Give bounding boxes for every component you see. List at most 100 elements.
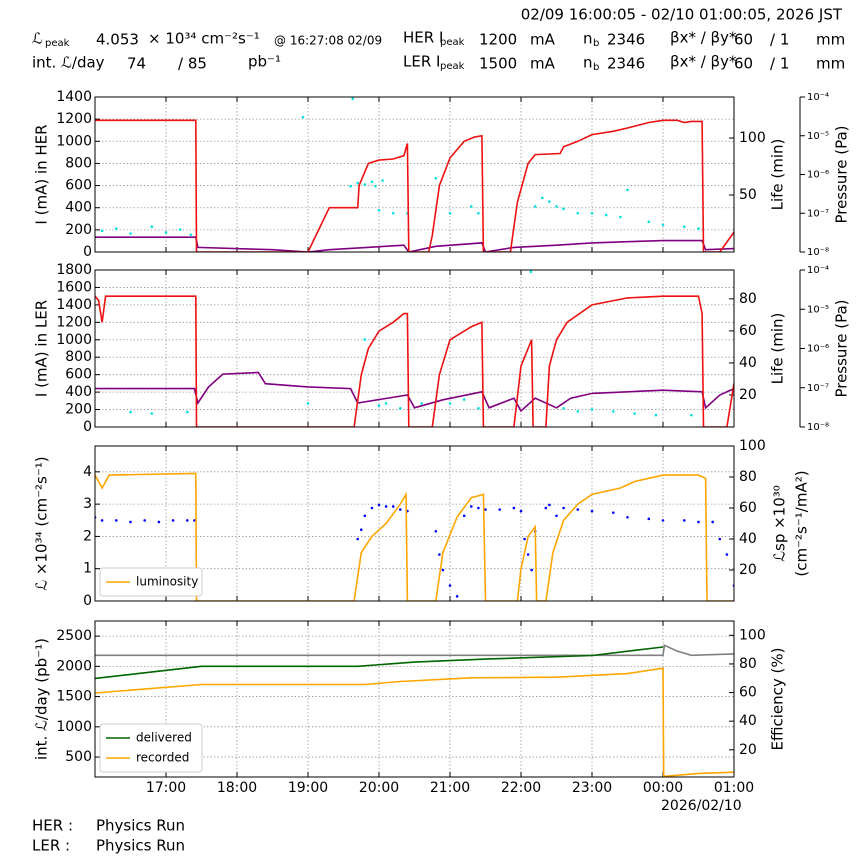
point	[370, 180, 374, 184]
point	[399, 406, 402, 410]
her-unit: mA	[530, 31, 556, 49]
y-tick-label: 1400	[56, 297, 92, 313]
her-beta-label: βx* / βy*	[670, 29, 737, 47]
point	[725, 553, 729, 556]
y2-tick-label: 20	[739, 387, 757, 403]
point	[555, 514, 558, 518]
point	[533, 205, 537, 208]
y2-axis-label: Life (min)	[769, 313, 787, 385]
y-axis-label: I (mA) in LER	[33, 300, 51, 397]
point	[604, 213, 608, 217]
point	[612, 511, 615, 514]
ler-beta-x: 60	[734, 55, 753, 73]
footer-ring: LER :	[32, 837, 70, 855]
point	[555, 205, 558, 208]
point	[399, 508, 402, 511]
point	[544, 506, 548, 510]
point	[512, 506, 516, 510]
point	[448, 402, 452, 405]
y-tick-label: 0	[83, 419, 92, 435]
ler-label: LER I	[403, 53, 440, 71]
point	[647, 517, 651, 521]
y-tick-label: 800	[65, 349, 92, 365]
point	[356, 181, 360, 185]
point	[590, 509, 594, 513]
line	[95, 644, 734, 657]
point	[186, 519, 189, 522]
y-tick-label: 2500	[56, 628, 92, 644]
y-tick-label: 200	[65, 402, 92, 418]
y3-tick-label: 10⁻⁵	[807, 131, 829, 142]
y-tick-label: 2	[83, 528, 92, 544]
point	[349, 184, 352, 188]
y-tick-label: 1800	[56, 262, 92, 278]
her-label: HER I	[403, 29, 443, 47]
y2-axis-label: ℒsp ×10³⁰	[771, 485, 789, 562]
line	[95, 295, 734, 427]
y2-axis-label: Life (min)	[769, 139, 787, 211]
point	[391, 505, 395, 508]
series-group	[95, 270, 734, 427]
y2-tick-label: 40	[739, 713, 757, 729]
y2-tick-label: 40	[739, 531, 757, 547]
her-nb-label: n	[583, 30, 593, 48]
header: 02/09 16:00:05 - 02/10 01:00:05, 2026 JS…	[32, 6, 845, 74]
x-tick-label: 22:00	[501, 780, 541, 796]
y-tick-label: 400	[65, 200, 92, 216]
x-tick-label: 18:00	[217, 780, 257, 796]
y-tick-label: 2000	[56, 658, 92, 674]
point	[718, 537, 722, 541]
point	[683, 225, 686, 228]
point	[484, 508, 487, 511]
point	[384, 505, 388, 508]
y-tick-label: 1	[83, 561, 92, 577]
point	[562, 506, 565, 510]
point	[548, 503, 551, 507]
line	[95, 667, 734, 777]
plot-frame	[94, 620, 735, 778]
point	[164, 231, 168, 234]
point	[171, 519, 175, 522]
y2-tick-label: 80	[739, 469, 757, 485]
point	[377, 503, 381, 507]
y3-axis-label: Pressure (Pa)	[833, 125, 851, 223]
point	[150, 412, 154, 415]
point	[129, 232, 132, 235]
footer: HER : Physics Run LER : Physics Run	[32, 817, 185, 855]
y2-tick-label: 60	[739, 500, 757, 516]
y2-tick-label: 80	[739, 291, 757, 307]
point	[157, 520, 161, 524]
point	[143, 519, 146, 522]
plot-frame	[94, 269, 735, 428]
point	[363, 514, 367, 518]
point	[115, 227, 118, 230]
y3-tick-label: 10⁻⁴	[807, 92, 829, 103]
series-group	[95, 644, 734, 777]
y2-tick-label: 100	[739, 130, 766, 146]
point	[519, 509, 523, 513]
int-lum-unit: pb⁻¹	[248, 53, 281, 71]
ler-beta-y: / 1	[770, 55, 789, 73]
y2-tick-label: 80	[739, 656, 757, 672]
point	[306, 402, 310, 405]
point	[526, 553, 530, 556]
point	[359, 528, 363, 531]
y-tick-label: 0	[83, 593, 92, 609]
y-tick-label: 1000	[56, 133, 92, 149]
point	[647, 220, 651, 224]
point	[697, 520, 700, 524]
point	[363, 183, 367, 186]
point	[448, 211, 452, 215]
point	[576, 211, 580, 215]
point	[477, 406, 480, 410]
point	[455, 595, 459, 598]
lum-peak-symbol: ℒ	[32, 30, 43, 48]
y2-tick-label: 60	[739, 323, 757, 339]
x-tick-label: 01:00	[714, 780, 754, 796]
point	[441, 568, 445, 572]
her-info: HER I peak 1200 mA n b 2346 βx* / βy* 60…	[403, 29, 845, 50]
x-tick-label: 17:00	[146, 780, 186, 796]
legend-box	[99, 723, 203, 773]
y-tick-label: 1200	[56, 111, 92, 127]
